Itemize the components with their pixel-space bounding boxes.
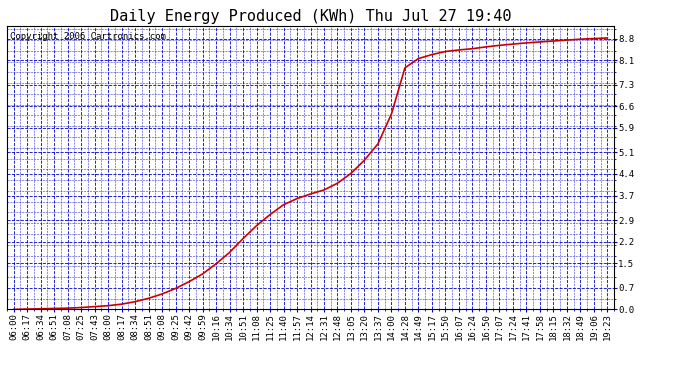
Title: Daily Energy Produced (KWh) Thu Jul 27 19:40: Daily Energy Produced (KWh) Thu Jul 27 1… [110,9,511,24]
Text: Copyright 2006 Cartronics.com: Copyright 2006 Cartronics.com [10,32,166,41]
